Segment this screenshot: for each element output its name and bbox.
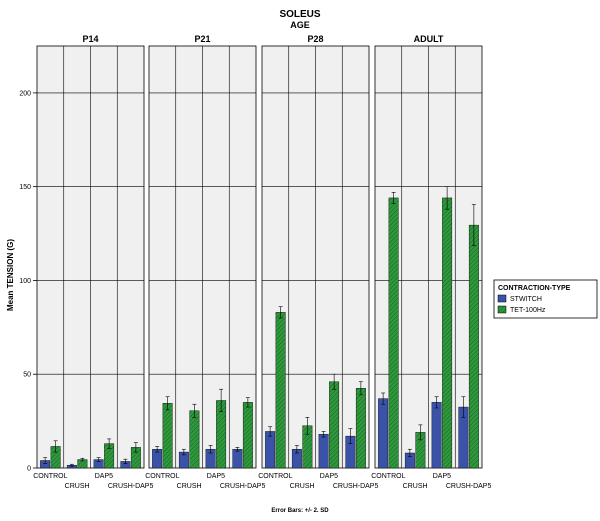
x-category-label: CRUSH-DAP5 — [108, 483, 154, 490]
error-bar-tet-100hz — [278, 306, 283, 319]
bar-stwitch — [378, 398, 389, 469]
error-bar-tet-100hz — [358, 381, 363, 396]
error-bar-tet-100hz — [133, 442, 138, 453]
error-bar-stwitch — [434, 396, 439, 409]
error-bar-tet-100hz — [418, 424, 423, 441]
panel-adult: ADULT CONTROL CRUSH DAP5 CRUSH-DAP5 — [371, 34, 491, 490]
y-tick-label: 100 — [19, 278, 31, 285]
error-bar-tet-100hz — [332, 373, 337, 390]
legend-swatch-stwitch — [497, 294, 507, 303]
error-bar-stwitch — [294, 445, 299, 454]
error-bar-stwitch — [43, 457, 48, 464]
error-bar-footnote: Error Bars: +/- 2. SD — [271, 508, 329, 514]
error-bar-tet-100hz — [192, 403, 197, 418]
x-category-label: CRUSH-DAP5 — [220, 483, 266, 490]
x-category-label: CRUSH — [403, 483, 428, 490]
legend-label-stwitch: STWITCH — [510, 296, 542, 303]
panel-label: P21 — [194, 34, 210, 44]
error-bar-stwitch — [461, 396, 466, 418]
x-category-label: CONTROL — [145, 473, 179, 480]
bar-stwitch — [431, 402, 442, 469]
error-bar-stwitch — [348, 428, 353, 444]
x-category-label: CONTROL — [33, 473, 67, 480]
error-bar-stwitch — [208, 445, 213, 454]
panels-layer: 0 50 100 150 200 P14 CONTROL CRUSH DAP5 CRUSH-DAP… — [19, 34, 491, 490]
error-bar-stwitch — [381, 392, 386, 405]
legend-swatch-tet — [497, 305, 507, 314]
error-bar-stwitch — [155, 446, 160, 453]
error-bar-stwitch — [321, 431, 326, 438]
bar-tet-100hz — [329, 381, 340, 469]
bar-tet-100hz — [388, 197, 399, 469]
facet-title: AGE — [290, 20, 310, 30]
error-bar-tet-100hz — [53, 440, 58, 453]
x-category-label: CRUSH — [177, 483, 202, 490]
y-tick-label: 200 — [19, 90, 31, 97]
x-category-label: CRUSH — [65, 483, 90, 490]
error-bar-stwitch — [123, 458, 128, 464]
legend-box — [493, 279, 598, 319]
y-tick-label: 150 — [19, 184, 31, 191]
bar-tet-100hz — [275, 312, 286, 469]
x-category-label: CRUSH-DAP5 — [333, 483, 379, 490]
panel-label: P14 — [82, 34, 98, 44]
error-bar-tet-100hz — [391, 191, 396, 204]
x-category-label: DAP5 — [207, 473, 225, 480]
bar-tet-100hz — [468, 224, 479, 469]
panel-p14: P14 CONTROL CRUSH DAP5 CRUSH-DAP5 — [33, 34, 153, 490]
x-category-label: DAP5 — [95, 473, 113, 480]
error-bar-tet-100hz — [445, 186, 450, 210]
error-bar-tet-100hz — [165, 396, 170, 411]
panel-p21: P21 CONTROL CRUSH DAP5 CRUSH-DAP5 — [145, 34, 265, 490]
x-category-label: DAP5 — [433, 473, 451, 480]
y-axis-label: Mean TENSION (G) — [6, 239, 15, 311]
panel-p28: P28 CONTROL CRUSH DAP5 CRUSH-DAP5 — [258, 34, 378, 490]
error-bar-stwitch — [268, 426, 273, 437]
bar-stwitch — [265, 431, 276, 469]
bar-tet-100hz — [442, 197, 453, 469]
error-bar-stwitch — [181, 448, 186, 456]
x-category-label: DAP5 — [320, 473, 338, 480]
error-bar-tet-100hz — [305, 417, 310, 435]
legend: CONTRACTION-TYPE STWITCH TET-100Hz — [493, 279, 598, 319]
bar-stwitch — [318, 434, 329, 469]
error-bar-stwitch — [96, 457, 101, 462]
panel-label: ADULT — [414, 34, 444, 44]
bar-tet-100hz — [162, 403, 173, 469]
bar-tet-100hz — [242, 402, 253, 469]
y-tick-label: 0 — [27, 466, 31, 473]
bar-tet-100hz — [189, 410, 200, 469]
chart-title: SOLEUS — [279, 9, 320, 20]
legend-label-tet: TET-100Hz — [510, 307, 546, 314]
x-category-label: CONTROL — [371, 473, 405, 480]
x-category-label: CRUSH — [290, 483, 315, 490]
error-bar-stwitch — [407, 448, 412, 458]
error-bar-tet-100hz — [245, 397, 250, 408]
error-bar-tet-100hz — [107, 438, 112, 449]
bar-stwitch — [232, 449, 243, 469]
x-category-label: CONTROL — [258, 473, 292, 480]
y-tick-label: 50 — [23, 372, 31, 379]
panel-label: P28 — [307, 34, 323, 44]
error-bar-stwitch — [235, 447, 240, 452]
legend-title: CONTRACTION-TYPE — [498, 285, 571, 292]
bar-tet-100hz — [355, 388, 366, 469]
error-bar-tet-100hz — [219, 388, 224, 413]
error-bar-tet-100hz — [471, 204, 476, 247]
error-bar-stwitch — [69, 463, 74, 467]
error-bar-tet-100hz — [80, 457, 85, 462]
x-category-label: CRUSH-DAP5 — [446, 483, 492, 490]
